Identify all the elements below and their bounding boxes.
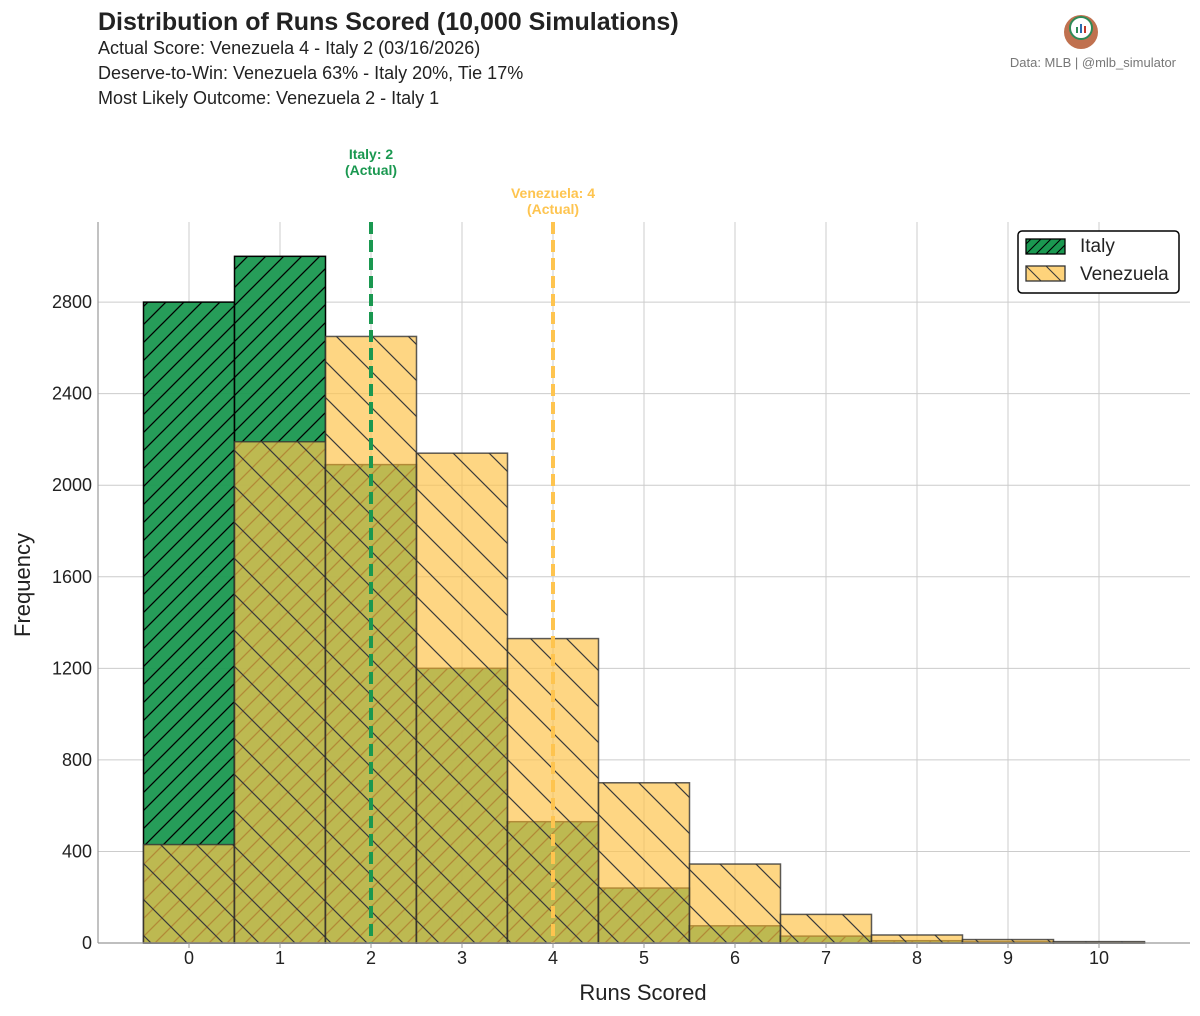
y-tick-label: 1200: [52, 658, 92, 678]
italy-bar-hatch: [142, 301, 236, 944]
x-tick-label: 8: [912, 948, 922, 968]
y-tick-label: 0: [82, 933, 92, 953]
data-credit: Data: MLB | @mlb_simulator: [1009, 55, 1176, 70]
y-tick-label: 400: [62, 841, 92, 861]
legend-swatch-venezuela-hatch: [1025, 265, 1066, 282]
venezuela-bar-hatch: [597, 782, 691, 944]
x-tick-label: 5: [639, 948, 649, 968]
venezuela-bar-hatch: [870, 934, 964, 944]
y-tick-label: 2400: [52, 384, 92, 404]
x-tick-label: 4: [548, 948, 558, 968]
legend-swatch-italy-hatch: [1025, 238, 1066, 255]
chart-title: Distribution of Runs Scored (10,000 Simu…: [98, 8, 679, 36]
legend-label-italy: Italy: [1080, 236, 1115, 257]
x-tick-label: 6: [730, 948, 740, 968]
y-tick-label: 800: [62, 750, 92, 770]
venezuela-bar-hatch: [142, 843, 236, 944]
italy-actual-label: Italy: 2: [349, 146, 394, 162]
actual-score-subtitle: Actual Score: Venezuela 4 - Italy 2 (03/…: [98, 38, 481, 58]
axes: 0 400 800 1200 1600 2000 2400 2800 0 1 2 3 4 5 6 7 8 9 10: [52, 222, 1190, 968]
bars: [142, 255, 1146, 944]
venezuela-bar-hatch: [233, 440, 327, 944]
actual-lines: Italy: 2(Actual)Venezuela: 4(Actual): [345, 146, 595, 943]
venezuela-bar-hatch: [688, 863, 782, 944]
most-likely-outcome-subtitle: Most Likely Outcome: Venezuela 2 - Italy…: [98, 88, 440, 108]
x-tick-label: 9: [1003, 948, 1013, 968]
deserve-to-win-subtitle: Deserve-to-Win: Venezuela 63% - Italy 20…: [98, 63, 524, 83]
x-axis-label: Runs Scored: [579, 980, 706, 1005]
italy-actual-sublabel: (Actual): [345, 162, 397, 178]
legend: Italy Venezuela: [1017, 230, 1180, 294]
x-tick-label: 7: [821, 948, 831, 968]
y-axis-label: Frequency: [10, 533, 35, 637]
mlb-simulator-logo-icon: [1064, 15, 1098, 49]
legend-label-venezuela: Venezuela: [1080, 264, 1169, 285]
y-tick-label: 2800: [52, 292, 92, 312]
y-tick-label: 1600: [52, 567, 92, 587]
x-tick-label: 3: [457, 948, 467, 968]
x-tick-label: 0: [184, 948, 194, 968]
venezuela-actual-sublabel: (Actual): [527, 201, 579, 217]
venezuela-actual-label: Venezuela: 4: [511, 185, 595, 201]
venezuela-bar-hatch: [779, 913, 873, 944]
x-tick-label: 2: [366, 948, 376, 968]
x-tick-label: 1: [275, 948, 285, 968]
venezuela-bar-hatch: [415, 452, 509, 944]
x-tick-label: 10: [1089, 948, 1109, 968]
y-tick-label: 2000: [52, 475, 92, 495]
